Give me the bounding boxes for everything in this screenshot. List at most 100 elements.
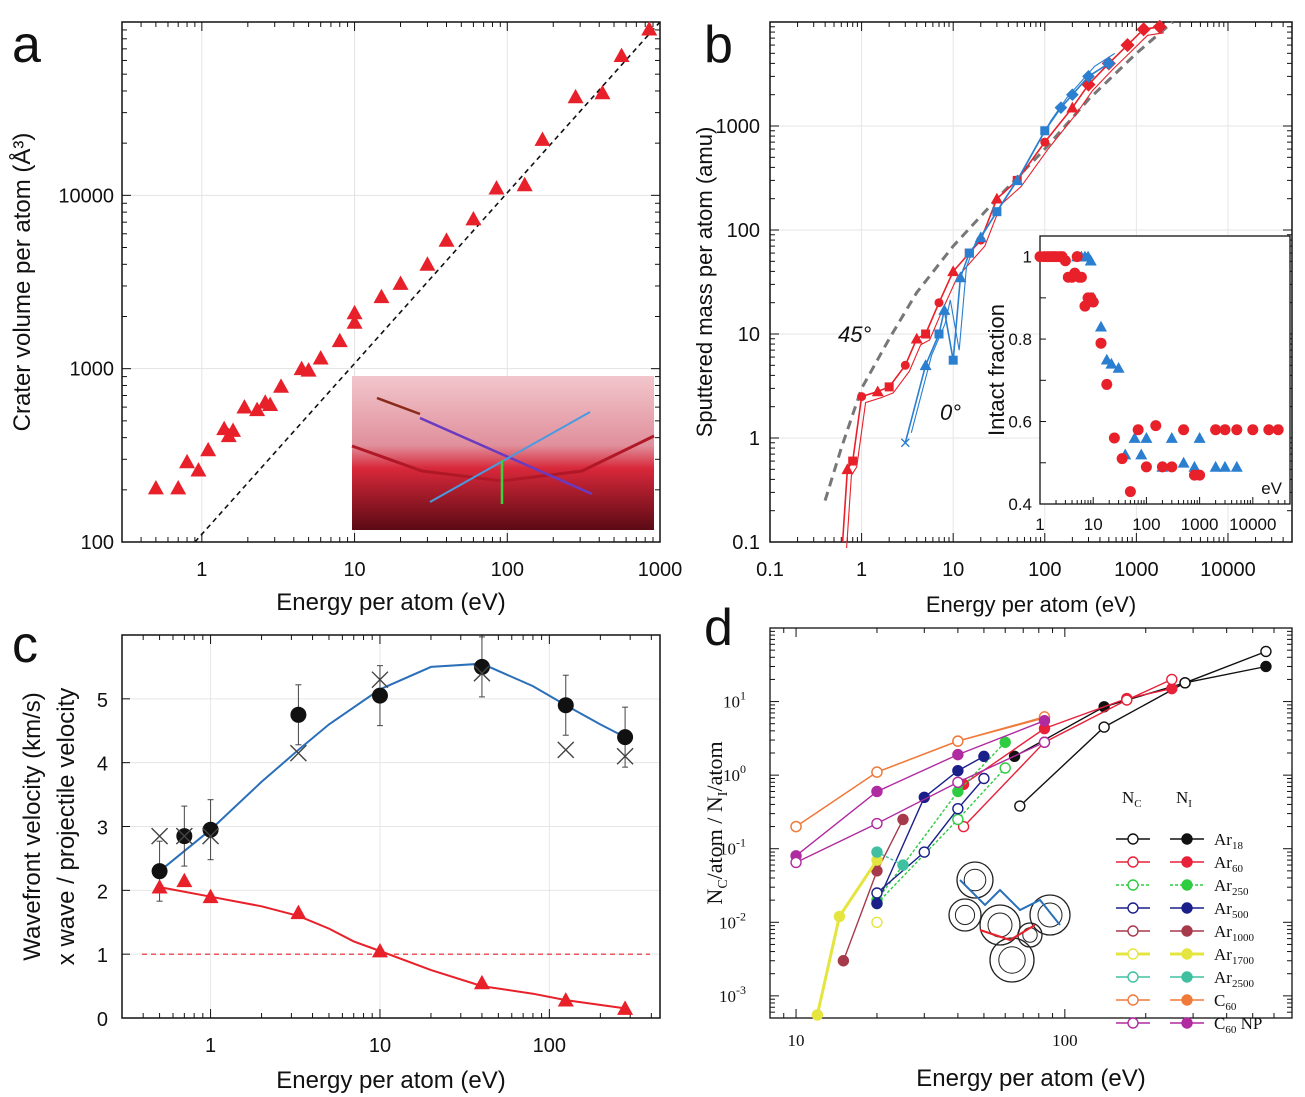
y-tick-label: 1	[97, 945, 108, 967]
x-tick-label: 100	[1052, 1031, 1078, 1050]
data-point-circle	[290, 706, 307, 723]
data-point-filled	[952, 764, 964, 777]
inset-point-triangle	[1128, 432, 1141, 443]
y-tick-label: 10-2	[719, 909, 746, 932]
series-line	[876, 778, 985, 894]
y-tick-exponent: 1	[740, 689, 746, 703]
legend-marker-filled	[1181, 971, 1193, 983]
data-point-filled	[978, 750, 990, 763]
panel-label-b: b	[704, 16, 733, 74]
data-point-x	[371, 671, 389, 689]
data-point-triangle	[954, 271, 967, 283]
molecule-chain	[959, 879, 1061, 926]
inset-point-triangle	[1105, 357, 1118, 369]
data-point-circle	[371, 687, 388, 704]
data-point-triangle	[473, 974, 490, 990]
inset-point-circle	[1140, 461, 1152, 473]
inset-y-tick-label: 0.8	[1008, 330, 1032, 349]
data-point-diamond	[1120, 38, 1135, 53]
data-point-circle	[857, 392, 867, 402]
y-tick-exponent: 0	[740, 762, 746, 776]
y-tick-label: 101	[723, 689, 746, 712]
y-tick-exponent: -1	[736, 836, 746, 850]
inset-y-axis-label: Intact fraction	[984, 304, 1009, 436]
legend-label-sub: 2500	[1232, 978, 1255, 990]
data-point-open	[871, 817, 883, 830]
legend-marker-filled	[1181, 948, 1193, 960]
inset-point-circle	[1178, 424, 1190, 436]
annotation-45deg: 45°	[838, 322, 871, 347]
data-point-diamond	[1152, 19, 1167, 34]
data-point-x	[151, 827, 169, 845]
panel-label-c: c	[12, 616, 38, 674]
inset-point-triangle	[1165, 432, 1178, 443]
data-point-filled	[871, 897, 883, 910]
dashed-grey-curve	[823, 20, 1174, 502]
series-line	[815, 859, 879, 1016]
legend-marker-filled	[1181, 994, 1193, 1006]
data-point-triangle	[1066, 101, 1079, 113]
data-point-open	[871, 916, 883, 928]
inset-point-circle	[1108, 432, 1120, 444]
data-point-filled	[833, 910, 846, 923]
data-point-triangle	[465, 211, 482, 226]
legend-marker-open	[1127, 925, 1139, 937]
fullerene-cage-inner	[1037, 902, 1063, 928]
data-point-triangle	[300, 362, 317, 377]
data-point-open	[999, 762, 1011, 774]
panel-c: 1 10 100 0 1 2 3 4 5 Energy per atom (eV) Wavefron…	[12, 616, 661, 1094]
inset-arrow-brown	[376, 396, 421, 416]
inset-point-triangle	[1209, 460, 1222, 472]
data-point-square	[964, 248, 974, 258]
fullerene-cage	[1029, 894, 1071, 936]
y-axis-label: Crater volume per atom (Å³)	[8, 133, 36, 432]
data-point-triangle	[534, 131, 551, 146]
data-point-circle	[473, 658, 490, 675]
data-point-triangle	[419, 256, 436, 271]
fullerene-cage-inner	[998, 946, 1026, 974]
data-point-filled	[897, 813, 909, 826]
inset-point-circle	[1101, 378, 1113, 390]
fullerene-cage-inner	[954, 904, 976, 926]
data-point-open	[790, 856, 802, 869]
inset-point-circle	[1124, 486, 1136, 498]
inset-arrow-purple	[419, 416, 593, 496]
data-point-triangle	[236, 399, 253, 414]
data-point-triangle	[151, 879, 168, 894]
inset-x-tick-label: 10	[1084, 515, 1103, 534]
data-point-triangle	[273, 378, 290, 393]
legend-marker-open	[1127, 948, 1139, 960]
legend-label-sub: 1000	[1232, 932, 1255, 944]
x-tick-label: 10000	[1200, 559, 1256, 581]
inset-point-circle	[1059, 255, 1071, 267]
data-point-filled	[999, 736, 1011, 748]
y-tick-label: 2	[97, 881, 108, 903]
inset-x-tick-label: 10000	[1229, 515, 1276, 534]
inset-point-triangle	[1218, 460, 1231, 472]
y-tick-label: 0	[97, 1009, 108, 1031]
legend-marker-filled	[1181, 925, 1193, 937]
data-point-circle	[934, 298, 944, 308]
legend-label-sub: 500	[1232, 909, 1249, 921]
fullerene-cage	[1017, 922, 1043, 948]
legend-marker-filled	[1181, 879, 1193, 891]
data-point-open	[1038, 736, 1051, 748]
inset-point-circle	[1132, 424, 1144, 436]
data-point-triangle	[567, 88, 584, 104]
red-fit-curve	[159, 886, 626, 1010]
y-tick-label: 1	[749, 428, 760, 450]
series-line	[795, 720, 1045, 857]
inset-x-tick-label: 1	[1035, 515, 1044, 534]
legend-label: Ar250	[1214, 876, 1249, 898]
data-point-triangle	[617, 1000, 634, 1015]
data-point-triangle	[594, 84, 611, 100]
y-tick-label: 100	[81, 532, 114, 554]
data-point-filled	[897, 859, 909, 871]
x-tick-label: 100	[1028, 559, 1061, 581]
inset-point-circle	[1247, 424, 1259, 436]
data-point-open	[1098, 721, 1110, 733]
data-point-open	[871, 766, 883, 778]
panel-b: 45° 0° 0.1 1 10 100 1000 10000 0.1 1 10 100 1000 Ener…	[692, 16, 1293, 617]
data-point-circle	[151, 863, 168, 880]
